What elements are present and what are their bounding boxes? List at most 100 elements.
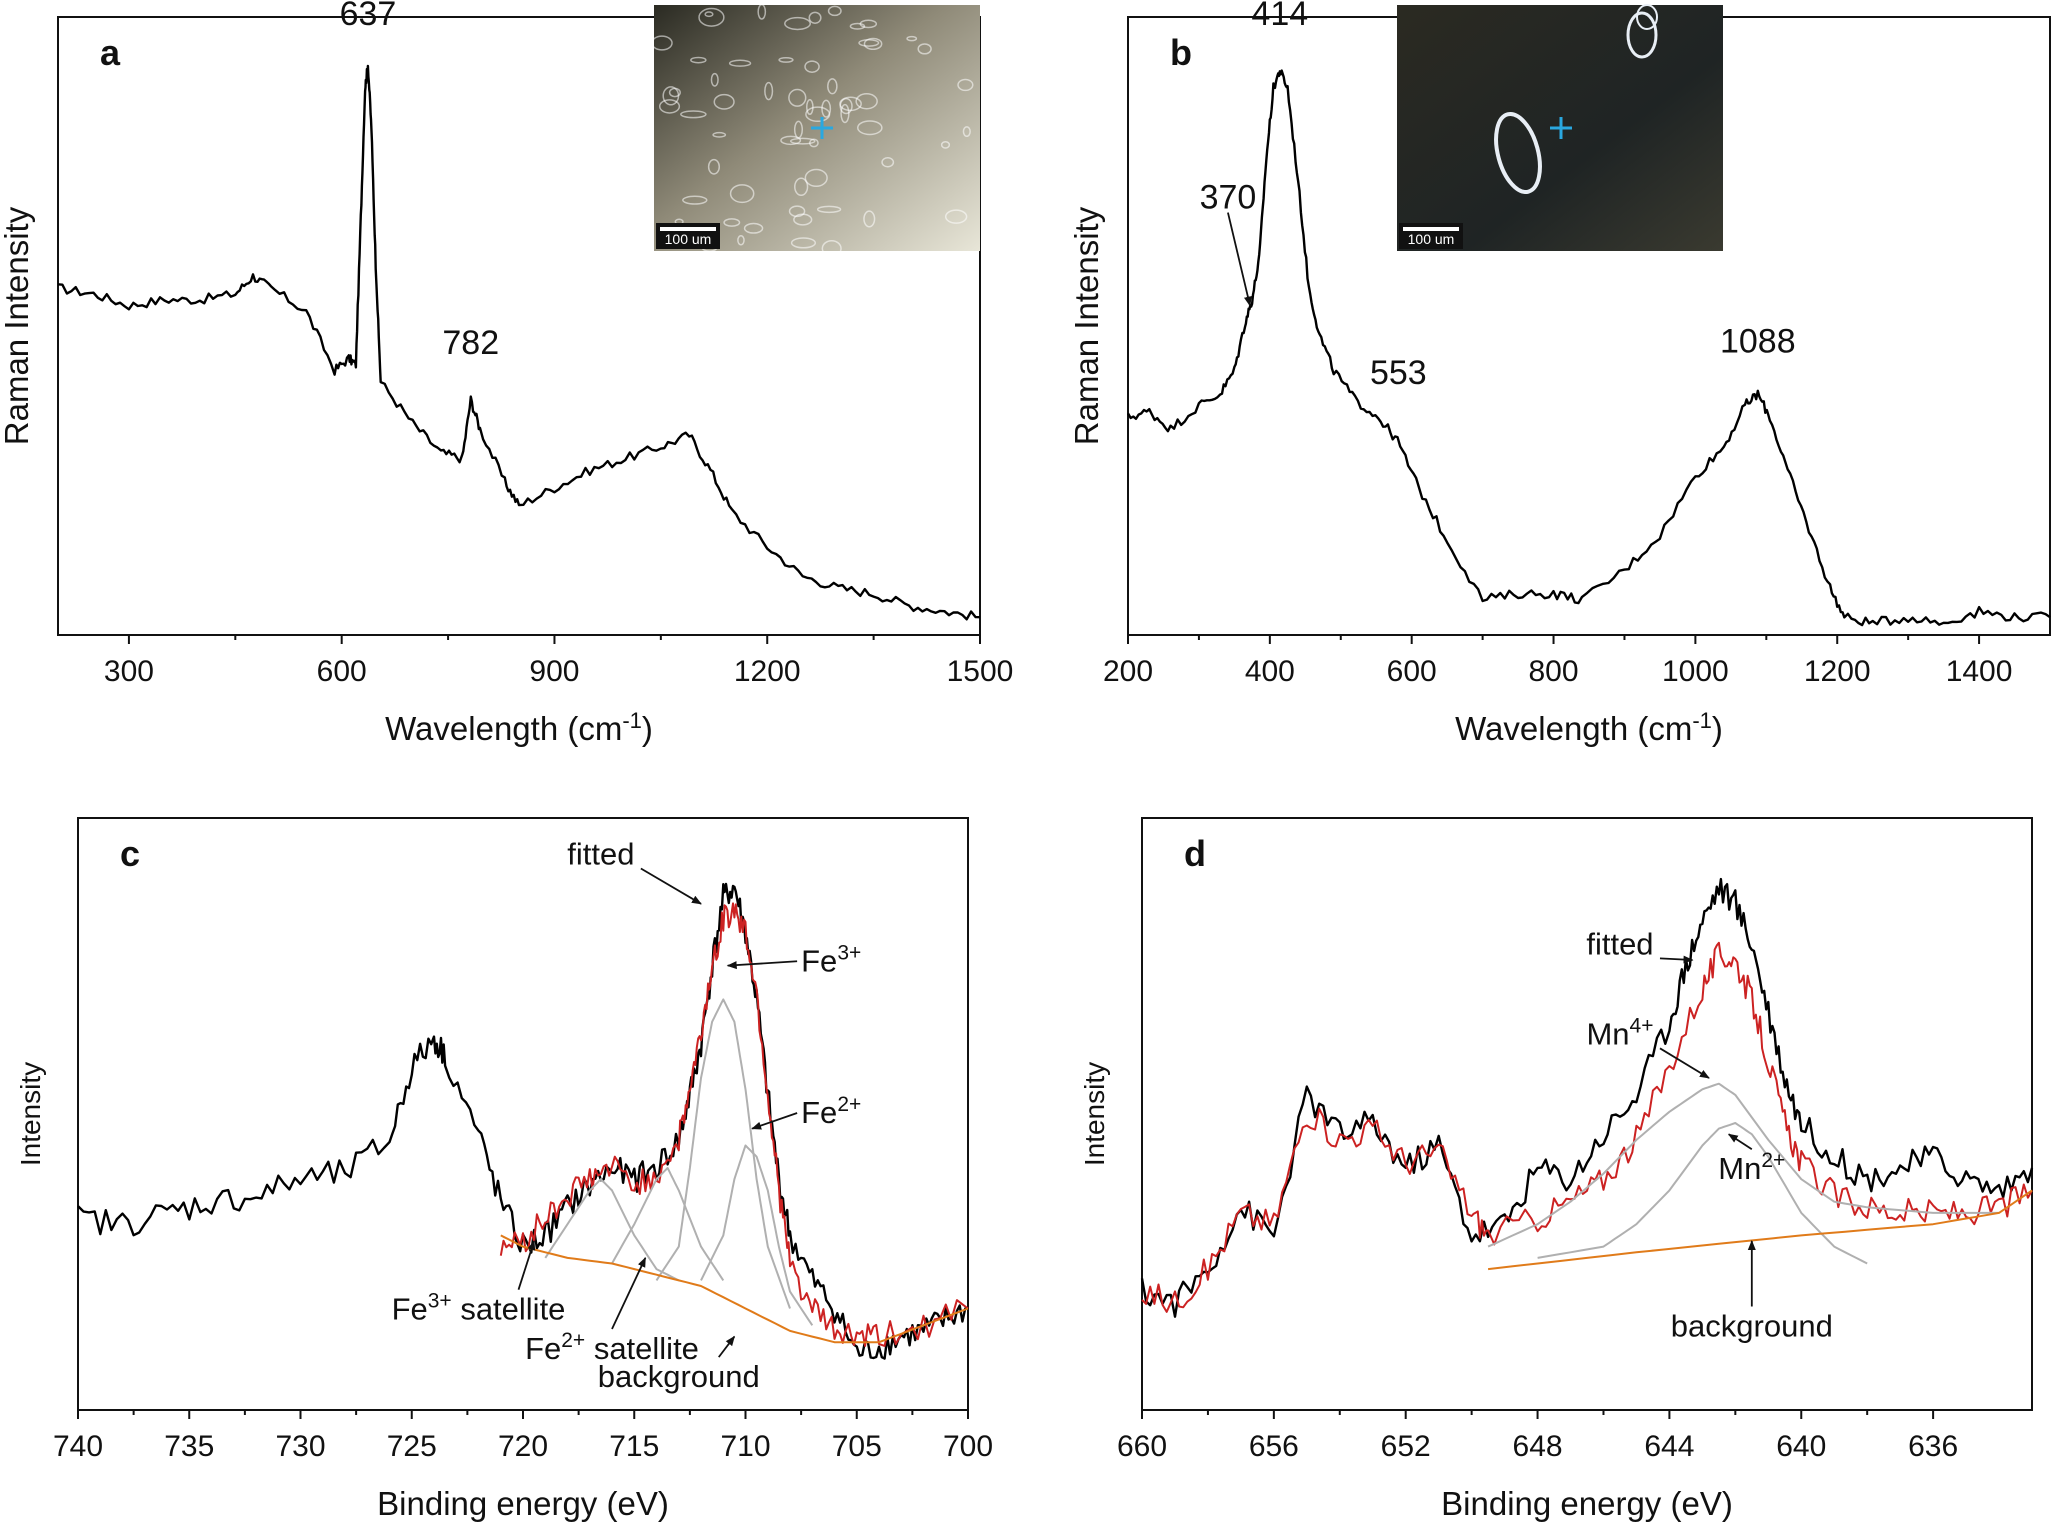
inset-bubble [1626,11,1658,59]
x-axis-label-sup: -1 [622,708,642,733]
annotation-arrow [611,1256,647,1330]
inset-bubble [827,5,842,17]
inset-bubble [855,93,878,110]
inset-bubble [723,218,741,227]
scale-bar-label: 100 um [1408,231,1455,247]
inset-bubble [790,237,817,249]
series-fe2-satellite [611,1167,725,1281]
inset-bubble [737,235,745,246]
x-tick-label: 1200 [1804,655,1871,688]
annotation-label: 370 [1200,179,1257,217]
series-mn4- [1487,1082,1999,1248]
annotation-label: Mn2+ [1718,1149,1785,1186]
annotation-label: background [598,1359,760,1394]
panel-letter: b [1170,32,1192,73]
inset-bubble [658,99,681,114]
inset-bubble [840,103,850,124]
x-tick-label: 730 [275,1430,325,1463]
inset-bubble [858,38,880,47]
annotation-label: background [1671,1309,1833,1344]
inset-bubble [962,126,971,138]
inset-bubble [863,37,883,51]
annotation-arrow [1227,212,1252,307]
x-tick-label: 715 [609,1430,659,1463]
plot-frame [1141,817,2033,1411]
x-tick-label: 735 [164,1430,214,1463]
annotation-sup: 2+ [561,1329,585,1352]
series-background [1487,1189,2033,1271]
panel-d: 660 656 652 648 644 640 636 Binding energy (eV)… [1079,817,2034,1522]
series-fitted [1141,941,2033,1313]
inset-micrograph: 100 um [651,3,980,258]
inset-bubble [1636,4,1658,30]
annotation-label: fitted [1586,926,1653,961]
x-tick-label: 640 [1776,1430,1826,1463]
inset-bubble [710,72,719,87]
annotation-arrow [640,867,702,905]
series-fitted [499,902,969,1347]
annotation-sup: 3+ [837,941,861,964]
x-tick-label: 200 [1103,655,1153,688]
inset-bubble [743,222,764,234]
inset-bubble [794,177,809,197]
x-axis-label: Binding energy (eV) [1441,1485,1733,1522]
x-tick-label: 710 [720,1430,770,1463]
inset-bubble [729,184,755,204]
x-tick-label: 740 [53,1430,103,1463]
annotation-arrow [517,1240,536,1290]
x-tick-label: 400 [1245,655,1295,688]
annotation-arrow [726,960,798,970]
x-tick-label: 636 [1908,1430,1958,1463]
inset-bubble [804,168,828,188]
inset-bubble [757,3,767,20]
x-tick-label: 900 [529,655,579,688]
series-fe2- [700,1144,814,1326]
inset-bubble [793,213,813,226]
inset-bubble [698,7,725,27]
inset-bubble [805,106,831,123]
annotation-label: Fe2+ [801,1093,861,1130]
annotation-label: Fe3+ satellite [392,1290,566,1327]
x-tick-label: 644 [1644,1430,1694,1463]
inset-bubble [863,210,876,228]
x-axis-label-end: ) [642,710,653,747]
x-axis-label: Wavelength (cm-1) [1455,708,1723,747]
inset-bubble [788,88,807,107]
x-tick-label: 1200 [734,655,801,688]
inset-bubble [808,11,822,24]
inset-bubble [764,81,774,101]
annotation-label: 637 [340,0,397,33]
inset-bubble [821,99,832,118]
annotation-arrow [1727,1133,1753,1150]
annotation-label: 414 [1251,0,1308,33]
x-tick-label: 800 [1529,655,1579,688]
series-spectrum [1126,69,2051,627]
inset-bubble [690,56,707,64]
inset-bubble [789,137,816,145]
inset-bubble [1494,112,1542,194]
inset-bubble [680,110,707,119]
x-tick-label: 600 [1387,655,1437,688]
inset-bubble [906,35,918,42]
annotation-arrow [1659,1047,1710,1079]
annotation-label: Fe2+ satellite [525,1329,699,1366]
panel-letter: c [120,833,140,874]
series-fe3-satellite [544,1178,680,1282]
annotation-arrow [718,1335,736,1358]
inset-bubble [713,93,735,110]
x-tick-label: 648 [1513,1430,1563,1463]
inset-micrograph: 100 um [1397,4,1723,251]
inset-bubble [839,96,862,112]
series-mn2- [1537,1122,1868,1265]
annotation-label: Fe3+ [801,941,861,978]
annotation-sup: 4+ [1630,1014,1654,1037]
x-tick-label: 1000 [1662,655,1729,688]
annotation-label: 1088 [1720,322,1796,360]
inset-bubble [682,195,708,205]
x-tick-label: 660 [1117,1430,1167,1463]
annotation-rest: satellite [585,1331,699,1366]
x-axis-label-end: ) [1712,710,1723,747]
annotation-arrow [1659,955,1694,964]
